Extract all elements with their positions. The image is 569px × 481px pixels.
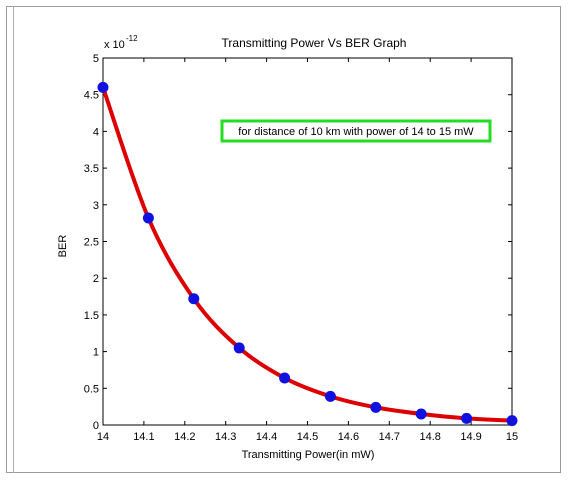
- data-point: [415, 408, 427, 420]
- data-point: [324, 390, 336, 402]
- x-tick-label: 14.2: [174, 431, 195, 443]
- data-point: [506, 415, 518, 427]
- x-tick-label: 14.4: [256, 431, 277, 443]
- y-tick-label: 0.5: [84, 383, 99, 395]
- exponent-power: -12: [126, 34, 138, 43]
- x-tick-label: 14.1: [133, 431, 154, 443]
- x-tick-label: 14.7: [379, 431, 400, 443]
- data-point: [97, 81, 109, 93]
- y-tick-label: 3.5: [84, 163, 99, 175]
- chart-title: Transmitting Power Vs BER Graph: [222, 36, 407, 50]
- data-point: [233, 342, 245, 354]
- x-tick-label: 14.8: [419, 431, 440, 443]
- y-tick-label: 4: [93, 126, 99, 138]
- data-point: [461, 412, 473, 424]
- x-tick-label: 14.5: [297, 431, 318, 443]
- frame-edge-line: [13, 6, 14, 473]
- y-tick-label: 5: [93, 53, 99, 65]
- exponent-base: x 10: [104, 39, 125, 51]
- y-tick-labels: 0 0.5 1 1.5 2 2.5 3 3.5 4 4.5 5: [84, 53, 99, 432]
- annotation-border: [220, 119, 492, 143]
- y-tick-label: 0: [93, 420, 99, 432]
- x-tick-label: 14.3: [215, 431, 236, 443]
- data-point: [370, 401, 382, 413]
- y-axis-label: BER: [57, 235, 69, 258]
- y-tick-label: 1.5: [84, 310, 99, 322]
- x-tick-label: 14.6: [338, 431, 359, 443]
- data-point: [279, 372, 291, 384]
- x-tick-labels: 14 14.1 14.2 14.3 14.4 14.5 14.6 14.7 14.8 14.9 15: [97, 431, 518, 443]
- annotation-box: for distance of 10 km with power of 14 t…: [220, 119, 492, 143]
- plot-area: [102, 57, 513, 426]
- x-axis-label: Transmitting Power(in mW): [242, 449, 375, 461]
- y-tick-label: 2: [93, 273, 99, 285]
- annotation-text: for distance of 10 km with power of 14 t…: [238, 126, 474, 138]
- x-tick-label: 14.9: [460, 431, 481, 443]
- x-tick-label: 15: [506, 431, 518, 443]
- axis-ticks: [102, 57, 513, 426]
- y-tick-label: 1: [93, 347, 99, 359]
- data-point: [188, 293, 200, 305]
- y-tick-label: 4.5: [84, 90, 99, 102]
- y-tick-label: 3: [93, 200, 99, 212]
- data-point: [142, 212, 154, 224]
- exponent-label: x 10 -12: [104, 34, 138, 51]
- y-tick-label: 2.5: [84, 237, 99, 249]
- x-tick-label: 14: [97, 431, 109, 443]
- series-group: [97, 81, 518, 427]
